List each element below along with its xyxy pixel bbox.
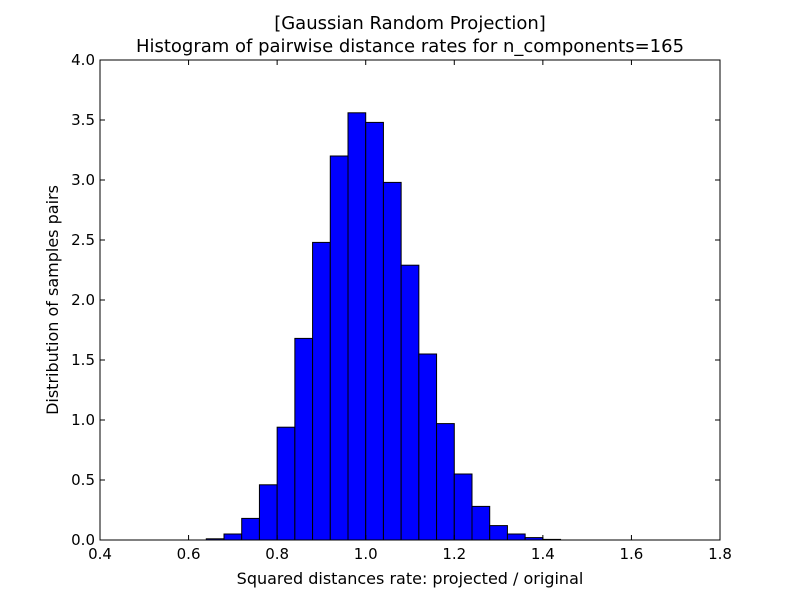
chart-title: [Gaussian Random Projection] xyxy=(274,13,546,34)
histogram-bar xyxy=(382,181,402,541)
histogram-bar xyxy=(258,484,278,541)
histogram-bars xyxy=(205,112,562,541)
x-tick-label: 1.4 xyxy=(531,545,555,563)
chart-subtitle: Histogram of pairwise distance rates for… xyxy=(136,36,684,57)
y-tick-label: 2.0 xyxy=(71,291,95,309)
histogram-bar xyxy=(329,155,349,541)
histogram-bar xyxy=(453,473,473,541)
histogram-bar xyxy=(347,112,367,541)
y-tick-label: 0.0 xyxy=(71,531,95,549)
y-tick-label: 4.0 xyxy=(71,51,95,69)
x-tick-label: 1.8 xyxy=(708,545,732,563)
y-axis-label: Distribution of samples pairs xyxy=(43,185,62,415)
histogram-bar xyxy=(436,423,455,541)
x-tick-label: 1.2 xyxy=(442,545,466,563)
y-tick-label: 2.5 xyxy=(71,231,95,249)
y-tick-label: 3.5 xyxy=(71,111,95,129)
histogram-bar xyxy=(241,517,260,541)
y-tick-label: 1.0 xyxy=(71,411,95,429)
x-axis-label: Squared distances rate: projected / orig… xyxy=(237,569,584,588)
histogram-bar xyxy=(489,525,508,541)
histogram-bar xyxy=(400,264,420,541)
y-tick-label: 0.5 xyxy=(71,471,95,489)
x-tick-label: 1.0 xyxy=(354,545,378,563)
histogram-bar xyxy=(471,505,491,541)
histogram-bar xyxy=(506,533,526,541)
histogram-bar xyxy=(223,533,243,541)
x-tick-label: 1.6 xyxy=(619,545,643,563)
plot-frame xyxy=(99,59,721,541)
y-tick-label: 3.0 xyxy=(71,171,95,189)
histogram-bar xyxy=(312,241,331,541)
histogram-bar xyxy=(418,353,438,541)
histogram-bar xyxy=(294,337,314,541)
histogram-bar xyxy=(365,121,384,541)
x-tick-label: 0.6 xyxy=(177,545,201,563)
y-tick-label: 1.5 xyxy=(71,351,95,369)
histogram-bar xyxy=(276,426,296,541)
x-tick-label: 0.8 xyxy=(265,545,289,563)
tick-labels: 0.4 0.6 0.8 1.0 1.2 1.4 1.6 1.8 0.0 0.5 1.0 1.5 2.0 2… xyxy=(71,51,732,563)
x-tick-label: 0.4 xyxy=(88,545,112,563)
